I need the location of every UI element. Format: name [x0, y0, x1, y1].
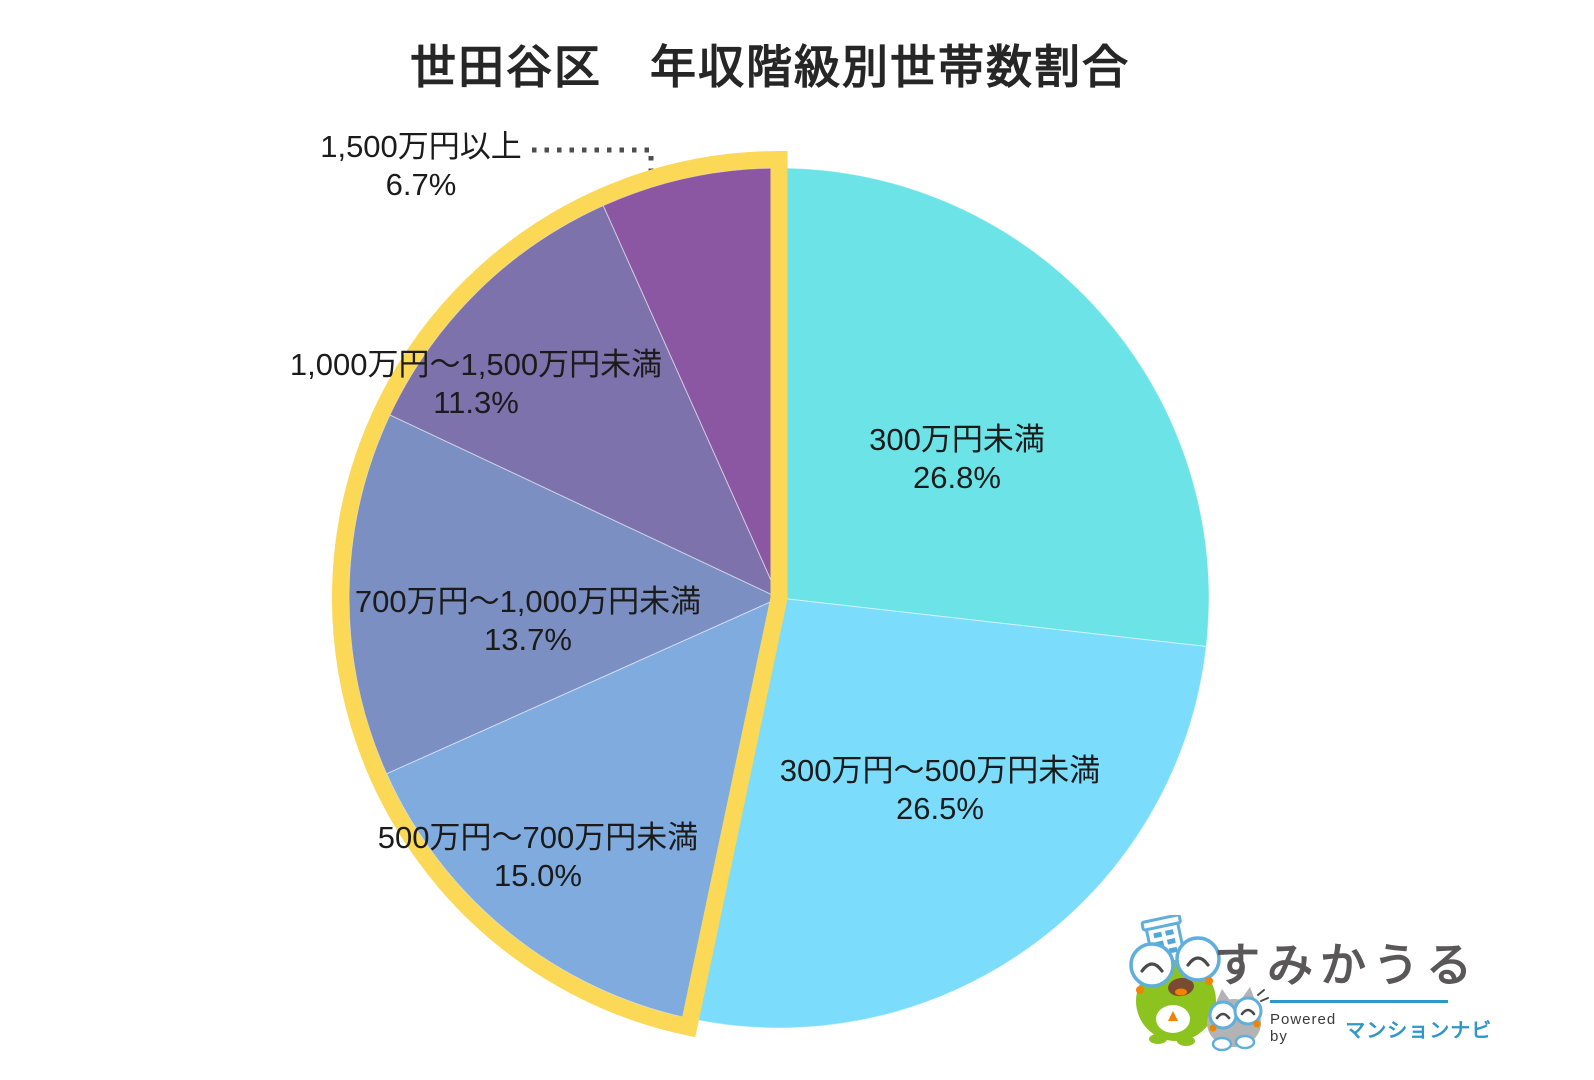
slice-label-700-1000man: 700万円〜1,000万円未満 13.7% — [355, 583, 701, 659]
slice-label-text: 1,500万円以上 — [320, 129, 522, 164]
slice-label-1500man-ijo: 1,500万円以上 6.7% — [320, 128, 522, 204]
leader-line — [532, 147, 654, 227]
highlight-outline — [332, 150, 788, 1038]
partner-brand-text: マンションナビ — [1345, 1019, 1493, 1042]
slice-label-percent: 15.0% — [494, 858, 582, 893]
slice-label-300man-miman: 300万円未満 26.8% — [869, 421, 1045, 497]
powered-by-row: Powered by マンションナビ — [1270, 1011, 1491, 1045]
logo-divider — [1270, 1000, 1448, 1003]
brand-text: すみかうる — [1214, 939, 1479, 991]
pie-slice-4 — [389, 204, 781, 600]
slice-label-text: 500万円〜700万円未満 — [377, 820, 699, 855]
slice-label-percent: 26.5% — [896, 791, 984, 826]
pie-slice-2 — [385, 597, 780, 1020]
slice-label-1000-1500man: 1,000万円〜1,500万円未満 11.3% — [290, 346, 662, 422]
pie-slice-1 — [689, 597, 1207, 1029]
slice-label-text: 700万円〜1,000万円未満 — [354, 584, 702, 619]
slice-label-percent: 11.3% — [433, 385, 519, 420]
slice-label-text: 1,000万円〜1,500万円未満 — [289, 347, 663, 382]
sumikauru-logo: すみかうる Powered by マンションナビ — [1110, 915, 1491, 1060]
pie-slice-0 — [778, 167, 1210, 648]
slice-label-500-700man: 500万円〜700万円未満 15.0% — [378, 819, 698, 895]
slice-label-text: 300万円未満 — [869, 422, 1045, 457]
powered-by-label: Powered by — [1270, 1011, 1337, 1045]
slice-label-percent: 13.7% — [484, 622, 572, 657]
slice-label-percent: 6.7% — [385, 167, 457, 202]
pie-slice-3 — [348, 414, 781, 775]
slice-label-percent: 26.8% — [913, 460, 1001, 495]
slice-label-300-500man: 300万円〜500万円未満 26.5% — [780, 752, 1100, 828]
chart-title: 世田谷区 年収階級別世帯数割合 — [410, 41, 1130, 93]
pie-slices — [348, 167, 1210, 1029]
slice-label-text: 300万円〜500万円未満 — [779, 753, 1101, 788]
cat-mascot-icon — [1207, 987, 1269, 1052]
frog-mascot-icon — [1129, 915, 1222, 1046]
mascot-icons — [1129, 915, 1269, 1052]
